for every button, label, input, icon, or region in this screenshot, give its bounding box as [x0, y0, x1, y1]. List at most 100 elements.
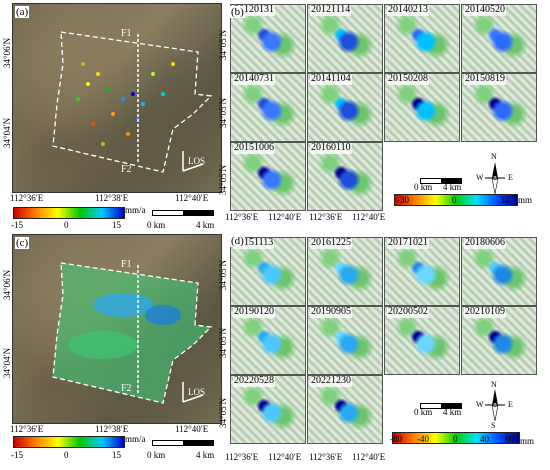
tile-d-5: 20190905: [307, 306, 383, 375]
panel-d-cbar-tick-2: -40: [417, 434, 429, 444]
tile-d-1: 20161225: [307, 237, 383, 306]
panel-a-scale-zero: 0 km: [147, 220, 166, 230]
tile-date-label: 20150208: [387, 73, 429, 85]
panel-b-lat-3: 34°05′N: [218, 164, 228, 195]
panel-d-lat-3: 34°05′N: [218, 397, 228, 428]
tile-d-8: 20220528: [230, 375, 306, 444]
tile-date-label: 20140213: [387, 4, 429, 16]
tile-deformation-overlay: [308, 376, 382, 443]
profile-start-label: F1: [121, 28, 132, 39]
panel-c-cbar-unit: mm/a: [125, 434, 146, 444]
tile-date-label: 20200502: [387, 306, 429, 318]
tile-date-label: 20151113: [233, 237, 275, 249]
panel-a-scalebar: [152, 210, 214, 216]
panel-c-scale-zero: 0 km: [147, 450, 166, 460]
tile-deformation-overlay: [308, 74, 382, 141]
tile-date-label: 20150819: [464, 73, 506, 85]
panel-a-label: (a): [15, 6, 30, 18]
panel-a-points: [76, 62, 175, 146]
tile-d-9: 20221230: [307, 375, 383, 444]
panel-c-scale-end: 4 km: [196, 450, 215, 460]
panel-d-compass-s: S: [491, 421, 496, 430]
panel-c-lon-1: 112°36′E: [10, 424, 44, 434]
tile-date-label: 20220528: [233, 375, 275, 387]
tile-deformation-overlay: [462, 74, 536, 141]
panel-a-overlay: [52, 31, 213, 173]
tile-b-2: 20140213: [384, 4, 460, 73]
panel-b-scalebar: [420, 178, 462, 184]
panel-d-cbar-tick-3: 0: [453, 434, 458, 444]
panel-a-cbar-tick-min: -15: [11, 220, 23, 230]
tile-date-label: 20180606: [464, 237, 506, 249]
tile-deformation-overlay: [462, 307, 536, 374]
tile-b-9: 20160110: [307, 142, 383, 211]
tile-deformation-overlay: [462, 238, 536, 305]
tile-d-4: 20190120: [230, 306, 306, 375]
tile-date-label: 20161225: [310, 237, 352, 249]
panel-b-scale-end: 4 km: [443, 182, 462, 192]
panel-b-lat-1: 34°05′N: [218, 29, 228, 60]
tile-b-6: 20150208: [384, 73, 460, 142]
los-arrow-icon: [182, 382, 204, 403]
panel-b-colorbar: [394, 194, 518, 206]
tile-deformation-overlay: [462, 5, 536, 72]
panel-a-cbar-tick-mid: 0: [64, 220, 69, 230]
panel-a-lon-2: 112°38′E: [95, 193, 129, 203]
tile-date-label: 20190905: [310, 306, 352, 318]
panel-d-label: (d): [230, 235, 245, 247]
tile-b-5: 20141104: [307, 73, 383, 142]
panel-b-lon-2: 112°40′E: [268, 212, 302, 222]
tile-date-label: 20190120: [233, 306, 275, 318]
tile-deformation-overlay: [308, 238, 382, 305]
tile-date-label: 20141104: [310, 73, 352, 85]
panel-d-cbar-unit: mm: [520, 436, 535, 446]
panel-b-lon-3: 112°36′E: [309, 212, 343, 222]
panel-d-lon-1: 112°36′E: [225, 452, 259, 462]
panel-b-compass-n: N: [491, 152, 497, 161]
profile-end-label: F2: [121, 164, 132, 175]
tile-deformation-overlay: [231, 376, 305, 443]
panel-c-colorbar: [13, 436, 125, 448]
panel-c-scalebar: [152, 440, 214, 446]
tile-date-label: 20160110: [310, 142, 352, 154]
tile-deformation-overlay: [231, 74, 305, 141]
panel-b-cbar-unit: mm: [518, 195, 533, 205]
panel-b-lat-2: 34°05′N: [218, 97, 228, 128]
panel-b-compass-w: W: [476, 173, 484, 182]
tile-date-label: 20210109: [464, 306, 506, 318]
panel-b-lon-1: 112°36′E: [225, 212, 259, 222]
panel-c-map: F1 F2 LOS (c): [12, 234, 222, 424]
panel-b-compass-e: E: [508, 173, 513, 182]
panel-b-cbar-tick-mid: 0: [452, 195, 457, 205]
profile-start-label: F1: [121, 259, 132, 270]
panel-c-cbar-tick-min: -15: [11, 450, 23, 460]
tile-d-0: 20151113: [230, 237, 306, 306]
panel-d-cbar-tick-1: -80: [390, 434, 402, 444]
tile-d-2: 20171021: [384, 237, 460, 306]
tile-date-label: 20140731: [233, 73, 275, 85]
panel-d-lon-4: 112°40′E: [352, 452, 386, 462]
panel-c-cbar-tick-max: 15: [112, 450, 121, 460]
panel-a-lat-1: 34°06′N: [2, 37, 12, 68]
panel-d-lat-1: 34°05′N: [218, 259, 228, 290]
panel-c-cbar-tick-mid: 0: [64, 450, 69, 460]
tile-deformation-overlay: [231, 238, 305, 305]
panel-b-scale-zero: 0 km: [414, 182, 433, 192]
panel-d-compass-w: W: [476, 400, 484, 409]
panel-d-scale-zero: 0 km: [414, 407, 433, 417]
panel-b-compass-icon: [485, 162, 505, 195]
panel-c-overlay: [52, 262, 213, 404]
los-label: LOS: [188, 387, 206, 397]
tile-deformation-overlay: [231, 143, 305, 210]
panel-a-cbar-unit: mm/a: [125, 205, 146, 215]
tile-deformation-overlay: [231, 307, 305, 374]
tile-b-3: 20140520: [461, 4, 537, 73]
panel-c-lon-3: 112°40′E: [175, 424, 209, 434]
tile-d-6: 20200502: [384, 306, 460, 375]
panel-c-lon-2: 112°38′E: [95, 424, 129, 434]
tile-date-label: 20151006: [233, 142, 275, 154]
panel-a-lon-3: 112°40′E: [175, 193, 209, 203]
tile-deformation-overlay: [308, 143, 382, 210]
los-label: LOS: [188, 156, 206, 166]
tile-b-1: 20121114: [307, 4, 383, 73]
